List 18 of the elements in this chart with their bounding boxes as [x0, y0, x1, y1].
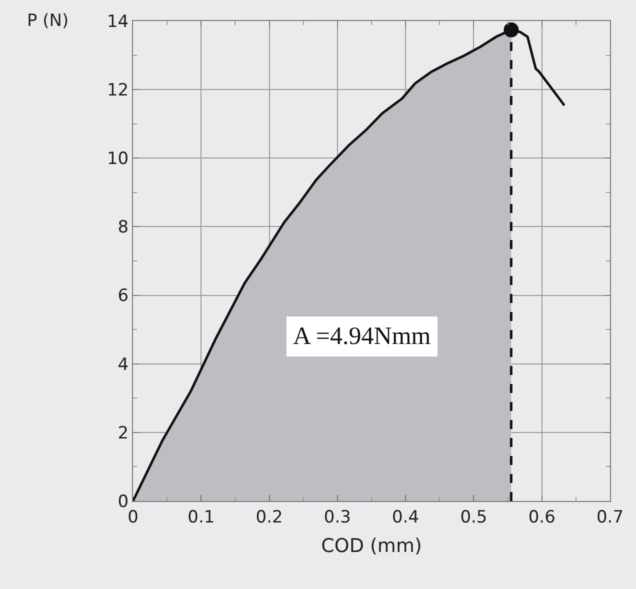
x-tick-label: 0.5 — [460, 507, 488, 528]
y-tick-label: 0 — [118, 492, 129, 512]
y-tick-label: 6 — [118, 286, 129, 306]
annotation: A =4.94Nmm — [293, 323, 432, 350]
x-tick-label: 0.3 — [324, 507, 351, 528]
x-axis-title: COD (mm) — [321, 535, 422, 558]
y-tick-label: 10 — [106, 149, 129, 170]
y-tick-label: 2 — [118, 423, 129, 444]
y-tick-label: 8 — [118, 218, 129, 238]
x-tick-label: 0.4 — [392, 507, 420, 528]
y-axis-title: P (N) — [27, 11, 69, 31]
y-tick-label: 14 — [106, 12, 129, 32]
x-tick-label: 0.2 — [256, 507, 283, 528]
x-tick-label: 0.7 — [596, 507, 624, 528]
x-tick-label: 0.6 — [528, 507, 556, 528]
x-tick-label: 0.1 — [188, 507, 215, 528]
y-tick-label: 4 — [118, 354, 129, 375]
y-tick-label: 12 — [106, 80, 129, 101]
